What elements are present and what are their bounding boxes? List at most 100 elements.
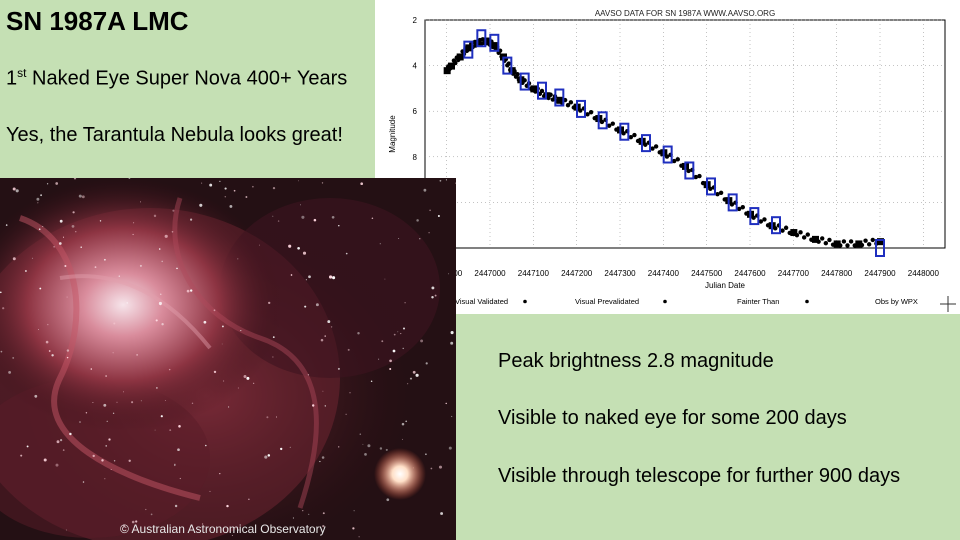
star-speck xyxy=(104,478,106,480)
data-point-validated xyxy=(751,215,756,220)
star-speck xyxy=(450,341,454,345)
light-curve-svg: AAVSO DATA FOR SN 1987A WWW.AAVSO.ORG 2 4 6… xyxy=(388,9,946,306)
star-speck xyxy=(140,400,142,402)
data-point-validated xyxy=(729,202,735,207)
star-speck xyxy=(133,222,135,224)
star-speck xyxy=(393,333,396,336)
star-speck xyxy=(158,248,161,250)
x-tick-label: 2447700 xyxy=(778,269,810,278)
data-point-validated xyxy=(578,108,583,113)
star-speck xyxy=(329,275,333,279)
star-speck xyxy=(264,455,268,459)
star-speck xyxy=(253,382,255,384)
star-speck xyxy=(0,291,2,294)
data-point-validated xyxy=(790,229,798,237)
star-speck xyxy=(233,189,236,192)
x-tick-label: 2447800 xyxy=(821,269,853,278)
y-tick-label: 2 xyxy=(413,16,418,25)
star-speck xyxy=(297,246,300,250)
star-speck xyxy=(153,214,157,218)
star-speck xyxy=(313,218,317,222)
star-speck xyxy=(290,274,293,276)
star-speck xyxy=(0,350,3,353)
star-speck xyxy=(171,230,174,233)
star-speck xyxy=(140,201,141,203)
star-speck xyxy=(66,356,69,359)
data-point-validated xyxy=(599,119,605,125)
star-speck xyxy=(431,296,434,299)
star-speck xyxy=(24,270,27,272)
star-speck xyxy=(75,231,77,233)
data-point-validated xyxy=(794,232,800,238)
star-speck xyxy=(379,447,383,450)
star-speck xyxy=(245,196,248,198)
star-speck xyxy=(128,459,131,462)
star-speck xyxy=(439,179,442,182)
star-speck xyxy=(403,327,405,330)
star-speck xyxy=(231,535,233,537)
data-point-wpx xyxy=(576,99,586,118)
data-point-validated xyxy=(852,243,857,248)
star-speck xyxy=(353,510,355,512)
data-point-wpx xyxy=(537,81,547,100)
star-speck xyxy=(72,211,75,214)
star-speck xyxy=(379,243,381,245)
star-speck xyxy=(26,445,29,448)
star-speck xyxy=(55,463,59,467)
data-point-validated xyxy=(863,238,868,243)
data-point-validated xyxy=(841,239,847,244)
star-speck xyxy=(213,370,217,374)
star-speck xyxy=(201,523,204,525)
data-point-validated xyxy=(632,132,637,138)
data-point-validated xyxy=(635,138,641,144)
star-speck xyxy=(224,196,227,198)
data-point-validated xyxy=(456,57,461,63)
star-speck xyxy=(39,287,42,290)
data-point-validated xyxy=(758,219,764,224)
star-speck xyxy=(440,512,444,515)
star-speck xyxy=(53,246,55,248)
star-speck xyxy=(101,459,104,462)
data-point-wpx xyxy=(489,33,500,52)
fact-peak-brightness: Peak brightness 2.8 magnitude xyxy=(498,350,774,372)
data-point-validated xyxy=(621,131,626,136)
tarantula-nebula-image: © Australian Astronomical Observatory xyxy=(0,178,456,540)
data-point-validated xyxy=(530,85,538,93)
star-speck xyxy=(392,349,396,353)
slide-title: SN 1987A LMC xyxy=(6,6,189,36)
data-point-validated xyxy=(556,96,564,104)
data-point-validated xyxy=(783,225,789,230)
data-point-validated xyxy=(610,121,615,126)
star-speck xyxy=(219,472,221,475)
data-point-validated xyxy=(653,144,659,149)
star-speck xyxy=(267,454,271,457)
data-point-validated xyxy=(643,142,648,147)
star-speck xyxy=(248,498,250,500)
star-speck xyxy=(370,380,373,382)
star-speck xyxy=(389,367,392,371)
data-point-validated xyxy=(548,92,553,97)
data-point-wpx xyxy=(875,239,885,257)
star-speck xyxy=(99,220,102,222)
data-point-wpx xyxy=(727,193,738,212)
data-point-validated xyxy=(546,95,551,101)
light-curve-chart: AAVSO DATA FOR SN 1987A WWW.AAVSO.ORG 2 4 6… xyxy=(375,0,960,314)
data-point-validated xyxy=(736,206,742,212)
star-speck xyxy=(81,195,85,199)
x-tick-label: 2447200 xyxy=(561,269,593,278)
star-speck xyxy=(330,326,333,328)
star-speck xyxy=(324,335,326,337)
star-speck xyxy=(156,387,158,389)
star-speck xyxy=(352,527,355,530)
star-speck xyxy=(386,498,390,502)
data-point-wpx xyxy=(476,29,487,48)
data-point-validated xyxy=(801,235,807,240)
data-point-validated xyxy=(565,103,571,108)
star-speck xyxy=(221,343,223,345)
star-speck xyxy=(445,179,447,181)
x-tick-label: 2447500 xyxy=(691,269,723,278)
star-speck xyxy=(416,219,419,222)
data-point-validated xyxy=(787,230,792,236)
star-speck xyxy=(103,403,107,407)
star-speck xyxy=(160,415,163,418)
